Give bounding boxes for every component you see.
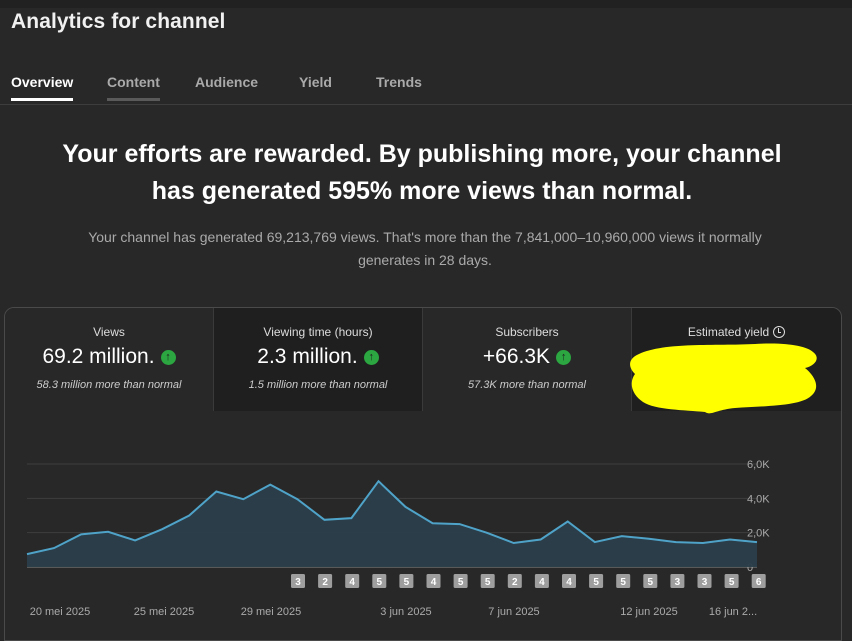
tab-audience[interactable]: Audience [195,74,259,90]
upload-marker-label: 5 [648,577,654,588]
clock-icon [773,326,786,338]
metric-label: Subscribers [495,325,559,339]
upload-marker-label: 5 [458,577,464,588]
metric-label: Estimated yield [632,325,841,339]
upload-marker-label: 2 [512,577,518,588]
metric-note: 58.3 million more than normal [36,379,182,391]
upload-marker [724,574,739,588]
tab-content[interactable]: Content [107,74,160,101]
tab-overview[interactable]: Overview [11,74,74,101]
metric-value: 69.2 million. ↑ [5,345,213,369]
upload-marker [318,574,333,588]
upload-marker [562,574,576,588]
upload-marker [751,574,766,588]
upload-marker-label: 3 [675,577,681,588]
views-chart: 0 2,0K 4,0K 6,0K 3 2 4 5 5 4 5 5 2 4 4 5 5 5 3 3 5 6 20 mei 20… [26,459,770,618]
upload-marker [399,574,414,588]
y-tick-label: 6,0K [747,459,770,471]
tab-divider [0,104,852,105]
upload-marker [345,574,360,588]
arrow-up-icon: ↑ [556,350,572,365]
y-tick-label: 2,0K [747,528,770,540]
y-tick-label: 0 [747,562,753,574]
x-tick-label: 7 jun 2025 [488,606,539,618]
metric-label-text: Estimated yield [687,325,770,339]
subline: Your channel has generated 69,213,769 vi… [60,226,790,272]
x-tick-label: 16 jun 2... [709,606,757,618]
metrics-card: 0 2,0K 4,0K 6,0K 3 2 4 5 5 4 5 5 2 4 4 5 5 5 3 3 5 6 20 mei 20… [4,307,842,641]
upload-marker [372,574,387,588]
metric-viewing-time[interactable]: Viewing time (hours) 2.3 million. ↑ 1.5 m… [214,308,423,411]
metric-value-text: 69.2 million. [42,345,155,368]
upload-marker-label: 6 [756,577,762,588]
upload-marker-label: 4 [539,577,545,588]
upload-marker [507,574,522,588]
upload-marker [616,574,631,588]
y-tick-label: 4,0K [747,493,770,505]
metric-tabs: Views 69.2 million. ↑ 58.3 million more t… [5,308,841,414]
redaction-scribble [630,343,817,414]
x-tick-label: 25 mei 2025 [134,606,195,618]
subline-line-2: generates in 28 days. [358,252,492,268]
upload-marker [643,574,658,588]
subline-line-1: Your channel has generated 69,213,769 vi… [88,229,762,245]
upload-marker-label: 5 [485,577,491,588]
upload-marker [291,574,305,588]
metric-note: 1.5 million more than normal [248,379,388,391]
top-bar [0,0,852,8]
upload-marker-label: 5 [404,577,410,588]
upload-marker-label: 4 [349,577,355,588]
upload-marker-label: 5 [620,577,626,588]
x-tick-label: 12 jun 2025 [620,606,678,618]
tab-bar: Overview Content Audience Yield Trends [0,70,852,104]
metric-note: 57.3K more than normal [467,379,586,391]
metric-value: +66.3K ↑ [423,345,631,369]
headline-line-1: Your efforts are rewarded. By publishing… [62,140,782,168]
upload-marker [453,574,468,588]
x-tick-label: 29 mei 2025 [241,606,302,618]
upload-marker [697,574,712,588]
headline-line-2: has generated 595% more views than norma… [151,177,693,205]
upload-marker [480,574,495,588]
metric-views[interactable]: Views 69.2 million. ↑ 58.3 million more t… [5,308,214,411]
metric-value: 2.3 million. ↑ [214,345,422,369]
series-area [27,481,757,567]
metric-subscribers[interactable]: Subscribers +66.3K ↑ 57.3K more than norm… [423,308,632,411]
upload-marker [670,574,685,588]
upload-marker-label: 4 [431,577,437,588]
page-title: Analytics for channel [11,10,226,33]
tab-trends[interactable]: Trends [376,74,422,90]
upload-marker [534,574,549,588]
x-tick-label: 20 mei 2025 [30,606,91,618]
series-line [26,479,758,556]
arrow-up-icon: ↑ [363,350,379,365]
upload-marker-label: 3 [702,577,708,588]
metric-value-text: 2.3 million. [257,345,358,368]
tab-yield[interactable]: Yield [299,74,332,90]
upload-marker-label: 2 [322,577,328,588]
upload-marker-label: 5 [729,577,735,588]
upload-marker [426,574,441,588]
upload-marker-label: 3 [295,577,301,588]
headline: Your efforts are rewarded. By publishing… [40,136,804,210]
metric-label: Views [93,325,125,339]
metric-value-text: +66.3K [482,345,551,368]
upload-marker-label: 5 [377,577,383,588]
arrow-up-icon: ↑ [160,350,176,365]
x-tick-label: 3 jun 2025 [380,606,431,618]
upload-marker [589,574,604,588]
metric-label: Viewing time (hours) [263,325,373,339]
upload-marker-label: 5 [593,577,599,588]
upload-marker-label: 4 [566,577,572,588]
